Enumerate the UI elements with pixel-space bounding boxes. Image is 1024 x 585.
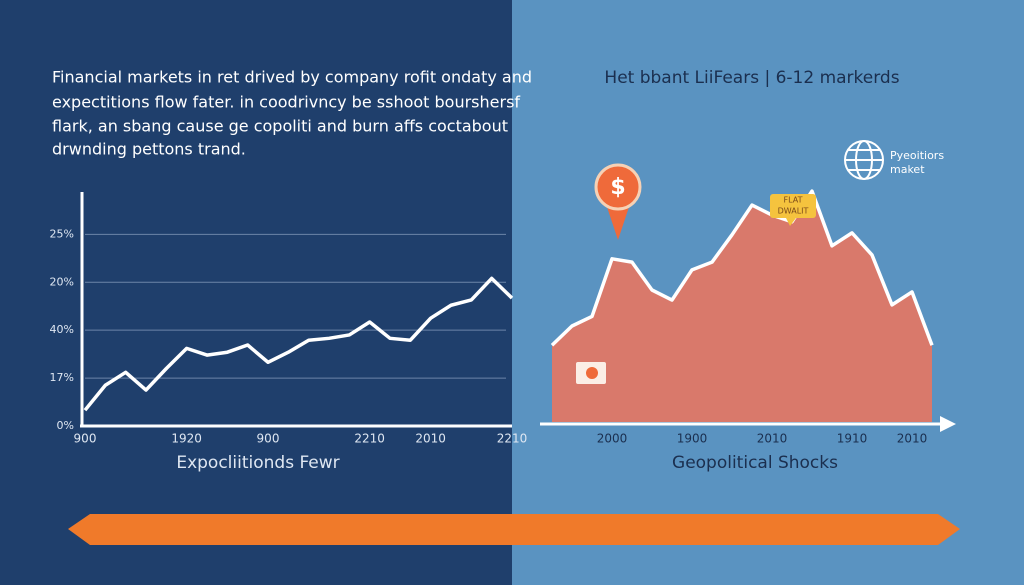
x-tick-label: 1900 (677, 432, 708, 446)
small-icon (576, 362, 606, 384)
x-tick-label: 2210 (354, 432, 385, 446)
globe-icon (844, 140, 884, 180)
x-tick-label: 2000 (597, 432, 628, 446)
chart-title: Het bbant LiiFears | 6-12 markerds (604, 68, 899, 88)
line (83, 276, 514, 412)
dollar-marker: $ (594, 163, 642, 240)
description-line: drwnding pettons trand. (52, 140, 246, 159)
left-panel (0, 0, 512, 585)
axis-arrow (940, 416, 956, 432)
x-tick-label: 1920 (171, 432, 202, 446)
area (552, 191, 932, 422)
x-tick-label: 2210 (497, 432, 528, 446)
description-line: expectitions flow fater. in coodrivncy b… (52, 93, 520, 112)
x-tick-label: 1910 (837, 432, 868, 446)
x-tick-label: 900 (74, 432, 97, 446)
x-tick-label: 2010 (415, 432, 446, 446)
y-tick-label: 0% (57, 419, 74, 432)
x-tick-label: 2010 (757, 432, 788, 446)
timeline-arrow (68, 514, 960, 545)
y-tick-label: 40% (50, 323, 74, 336)
description-line: Financial markets in ret drived by compa… (52, 68, 532, 87)
callout-text: DWALIT (778, 207, 809, 216)
x-axis-label: Geopolitical Shocks (672, 453, 838, 473)
marker-text: $ (610, 175, 625, 200)
y-tick-label: 25% (50, 227, 74, 240)
x-tick-label: 2010 (897, 432, 928, 446)
callout-text: FLAT (784, 196, 803, 205)
callout: FLAT DWALIT (770, 194, 816, 226)
globe-label: Pyeoitiors (890, 149, 944, 162)
x-tick-label: 900 (257, 432, 280, 446)
y-tick-label: 20% (50, 275, 74, 288)
description: Financial markets in ret drived by compa… (52, 68, 532, 159)
plots: 0% 17% 40% 20% 25% 900 1920 900 2210 2010 2210 2000… (50, 189, 934, 446)
description-line: flark, an sbang cause ge copoliti and bu… (52, 117, 508, 136)
globe-label: maket (890, 163, 925, 176)
x-axis-label: Expocliitionds Fewr (176, 453, 339, 473)
area-outline (550, 189, 934, 347)
y-tick-label: 17% (50, 371, 74, 384)
